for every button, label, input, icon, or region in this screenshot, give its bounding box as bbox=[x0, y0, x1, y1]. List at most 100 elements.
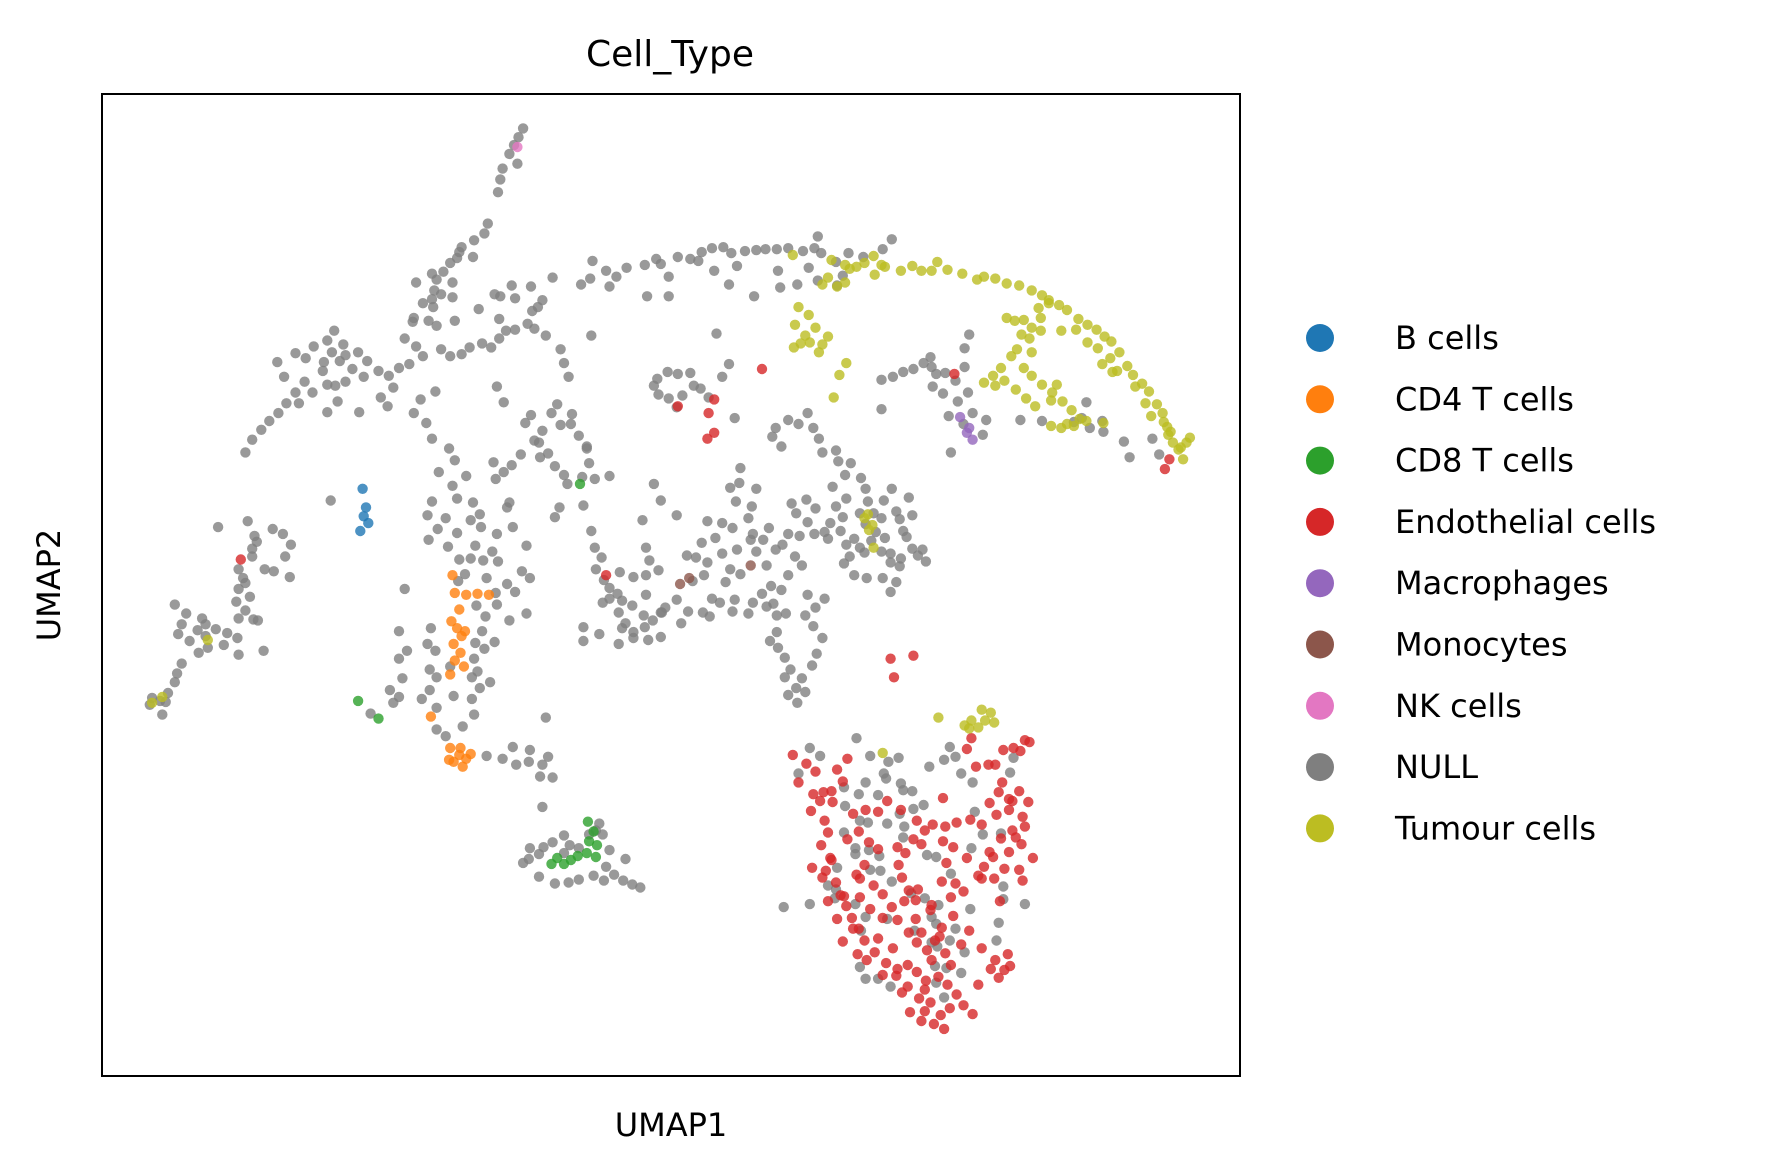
legend-marker-null bbox=[1306, 753, 1334, 782]
point-tumour-cells bbox=[1026, 370, 1037, 381]
point-null bbox=[841, 493, 852, 504]
legend-marker-tumour-cells bbox=[1306, 814, 1334, 843]
point-endothelial-cells bbox=[865, 903, 876, 915]
point-tumour-cells bbox=[1105, 353, 1116, 364]
point-null bbox=[476, 338, 488, 349]
point-endothelial-cells bbox=[854, 892, 866, 903]
point-endothelial-cells bbox=[994, 896, 1006, 907]
point-null bbox=[977, 429, 988, 440]
point-null bbox=[447, 292, 458, 303]
point-null bbox=[780, 608, 792, 619]
point-null bbox=[611, 271, 622, 282]
point-cd8-t-cells bbox=[574, 478, 586, 490]
point-tumour-cells bbox=[1024, 333, 1035, 344]
point-null bbox=[1019, 898, 1031, 910]
point-null bbox=[938, 992, 950, 1003]
point-null bbox=[290, 348, 301, 359]
point-tumour-cells bbox=[1020, 393, 1032, 404]
legend-label-cd4-t-cells: CD4 T cells bbox=[1395, 380, 1574, 418]
point-tumour-cells bbox=[868, 250, 879, 262]
point-null bbox=[1015, 414, 1026, 426]
point-endothelial-cells bbox=[916, 1015, 927, 1027]
point-null bbox=[233, 564, 244, 575]
point-null bbox=[717, 517, 728, 529]
point-null bbox=[702, 557, 713, 568]
point-tumour-cells bbox=[146, 697, 158, 708]
point-endothelial-cells bbox=[950, 878, 961, 889]
point-null bbox=[506, 280, 517, 291]
point-endothelial-cells bbox=[872, 844, 884, 855]
point-null bbox=[778, 901, 789, 913]
point-null bbox=[981, 414, 992, 426]
point-null bbox=[785, 664, 796, 675]
point-null bbox=[278, 371, 290, 382]
point-endothelial-cells bbox=[806, 862, 818, 873]
point-null bbox=[445, 351, 456, 362]
point-tumour-cells bbox=[1073, 313, 1084, 325]
point-null bbox=[764, 635, 776, 647]
point-tumour-cells bbox=[868, 542, 879, 553]
point-endothelial-cells bbox=[1004, 960, 1016, 972]
point-null bbox=[962, 387, 974, 398]
point-endothelial-cells bbox=[919, 984, 930, 995]
point-null bbox=[802, 589, 813, 600]
point-null bbox=[589, 542, 600, 553]
point-null bbox=[470, 637, 481, 649]
point-null bbox=[783, 414, 794, 426]
point-null bbox=[267, 523, 278, 535]
point-null bbox=[564, 840, 575, 851]
point-null bbox=[801, 494, 812, 505]
point-endothelial-cells bbox=[1014, 864, 1025, 875]
point-null bbox=[474, 509, 485, 520]
point-null bbox=[504, 497, 515, 508]
point-null bbox=[212, 521, 224, 533]
point-cd4-t-cells bbox=[461, 589, 472, 600]
point-null bbox=[329, 325, 340, 336]
point-endothelial-cells bbox=[1164, 454, 1175, 465]
point-null bbox=[734, 477, 745, 489]
point-null bbox=[731, 260, 743, 272]
point-tumour-cells bbox=[1035, 312, 1047, 324]
point-null bbox=[290, 387, 301, 398]
point-null bbox=[819, 593, 830, 604]
legend-marker-nk-cells bbox=[1306, 691, 1334, 720]
point-null bbox=[393, 653, 405, 664]
point-endothelial-cells bbox=[910, 895, 921, 906]
point-tumour-cells bbox=[157, 691, 168, 703]
point-tumour-cells bbox=[1092, 343, 1104, 354]
point-null bbox=[358, 371, 369, 382]
point-tumour-cells bbox=[957, 268, 968, 279]
point-null bbox=[529, 323, 540, 334]
point-null bbox=[293, 398, 305, 409]
point-endothelial-cells bbox=[852, 949, 863, 960]
point-null bbox=[431, 702, 442, 713]
point-endothelial-cells bbox=[934, 931, 945, 942]
point-null bbox=[193, 647, 204, 658]
point-null bbox=[506, 460, 517, 471]
point-null bbox=[547, 837, 558, 848]
point-null bbox=[1004, 767, 1016, 778]
point-null bbox=[831, 862, 843, 873]
point-null bbox=[524, 843, 536, 854]
point-null bbox=[500, 325, 512, 336]
point-endothelial-cells bbox=[822, 827, 834, 838]
point-null bbox=[833, 456, 844, 467]
point-cd4-t-cells bbox=[455, 742, 466, 754]
point-null bbox=[443, 443, 455, 454]
point-null bbox=[835, 525, 846, 537]
point-null bbox=[977, 829, 988, 840]
legend-marker-macrophages bbox=[1306, 569, 1334, 598]
point-null bbox=[410, 277, 422, 288]
point-endothelial-cells bbox=[888, 672, 900, 683]
point-null bbox=[608, 869, 620, 880]
point-tumour-cells bbox=[834, 369, 845, 381]
legend-marker-cd8-t-cells bbox=[1306, 446, 1334, 475]
point-tumour-cells bbox=[1165, 426, 1176, 437]
point-cd4-t-cells bbox=[455, 647, 466, 658]
point-endothelial-cells bbox=[837, 936, 848, 947]
point-null bbox=[767, 431, 778, 442]
point-null bbox=[794, 530, 805, 542]
point-endothelial-cells bbox=[672, 401, 683, 412]
point-tumour-cells bbox=[1098, 417, 1109, 429]
point-null bbox=[710, 532, 721, 544]
